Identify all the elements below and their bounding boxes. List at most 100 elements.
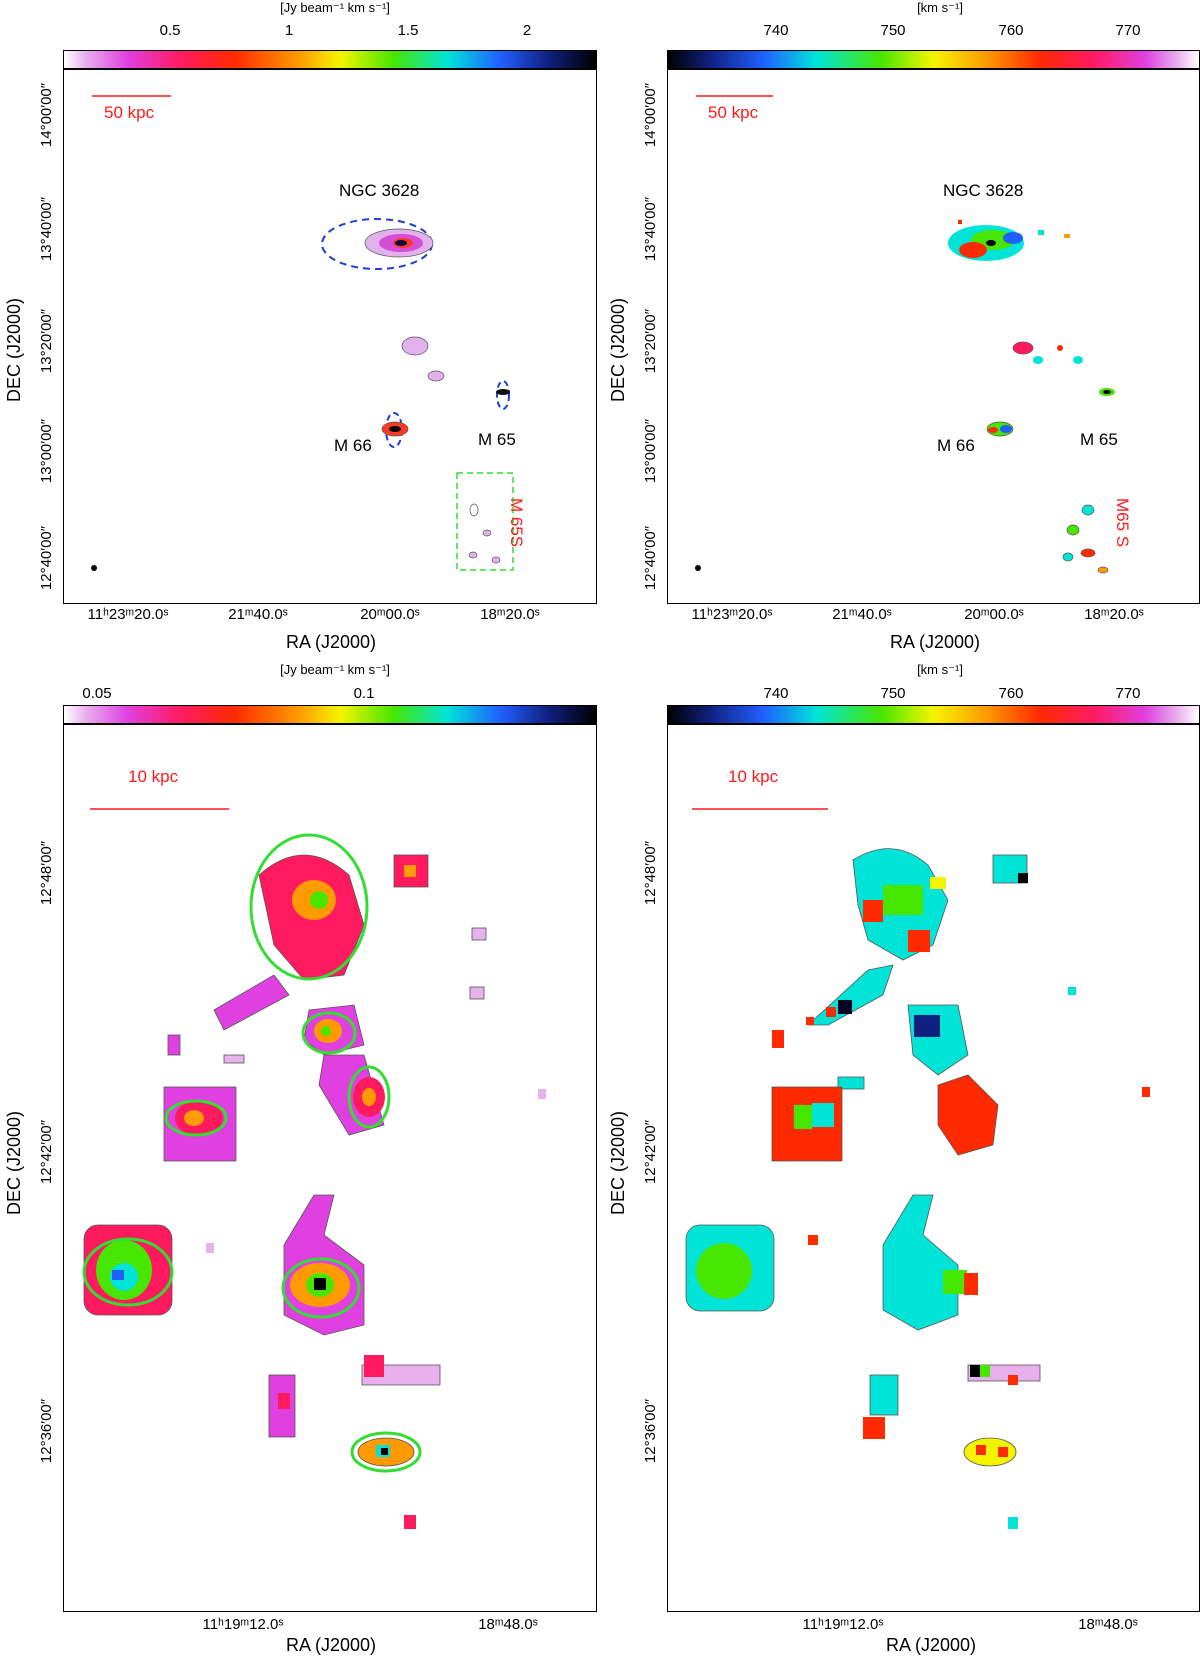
dec-tick: 13°40′00″ bbox=[38, 196, 55, 262]
colorbar-tick: 770 bbox=[1115, 22, 1141, 39]
colorbar-tick: 770 bbox=[1115, 685, 1141, 702]
hi-cloud-velocity bbox=[696, 1243, 752, 1299]
colorbar-tick: 1.5 bbox=[397, 22, 419, 39]
scalebar-label: 10 kpc bbox=[728, 767, 779, 786]
velocity-pixel bbox=[1064, 234, 1070, 238]
hi-cloud bbox=[1066, 524, 1080, 536]
colorbar-unit: [km s⁻¹] bbox=[917, 0, 963, 15]
m66-velocity bbox=[988, 427, 998, 433]
dec-tick: 13°40′00″ bbox=[642, 196, 659, 262]
dec-tick: 12°48′00″ bbox=[642, 840, 659, 906]
colorbar-tick: 750 bbox=[880, 685, 906, 702]
green-ellipse bbox=[350, 1431, 422, 1473]
colorbar-tick: 740 bbox=[763, 22, 789, 39]
y-axis-title: DEC (J2000) bbox=[608, 1110, 628, 1215]
beam-marker bbox=[91, 565, 97, 571]
hi-cloud bbox=[1097, 566, 1109, 574]
dec-tick: 12°48′00″ bbox=[38, 840, 55, 906]
colorbar-tick: 0.05 bbox=[82, 685, 112, 702]
dec-tick: 12°40′00″ bbox=[38, 525, 55, 591]
hi-cloud-peak bbox=[310, 891, 328, 909]
hi-cloud-peak bbox=[314, 1278, 326, 1290]
source-label-m65: M 65 bbox=[478, 430, 516, 449]
map-frame bbox=[63, 69, 597, 604]
ra-tick: 18ᵐ48.0ˢ bbox=[1078, 1616, 1138, 1633]
hi-cloud bbox=[837, 1076, 865, 1090]
hi-cloud-peak bbox=[381, 1448, 388, 1455]
hi-cloud-velocity bbox=[980, 1365, 990, 1377]
colorbar-intensity bbox=[63, 50, 597, 69]
hi-cloud bbox=[482, 529, 492, 537]
ra-tick: 21ᵐ40.0ˢ bbox=[228, 606, 288, 623]
colorbar-tick: 2 bbox=[522, 22, 532, 39]
hi-cloud-core bbox=[364, 1355, 384, 1377]
ra-tick: 21ᵐ40.0ˢ bbox=[832, 606, 892, 623]
m65s-region-box bbox=[456, 472, 514, 571]
x-axis-title: RA (J2000) bbox=[890, 632, 981, 652]
source-label-ngc3628: NGC 3628 bbox=[339, 181, 420, 200]
map-canvas bbox=[685, 808, 1150, 1529]
ra-tick: 11ʰ23ᵐ20.0ˢ bbox=[87, 606, 169, 623]
dec-tick: 13°00′00″ bbox=[38, 418, 55, 484]
dec-tick: 12°36′00″ bbox=[38, 1398, 55, 1464]
hi-cloud-core bbox=[278, 1393, 290, 1409]
panel-bottom-left: [Jy beam⁻¹ km s⁻¹] 0.05 0.1 bbox=[0, 655, 600, 1657]
ra-tick: 20ᵐ00.0ˢ bbox=[360, 606, 420, 623]
hi-cloud bbox=[206, 1243, 214, 1253]
hi-cloud bbox=[167, 1034, 181, 1056]
hi-cloud bbox=[1073, 356, 1083, 364]
hi-cloud bbox=[1057, 345, 1063, 351]
m66-core bbox=[389, 426, 401, 432]
hi-cloud bbox=[1033, 356, 1043, 364]
hi-cloud bbox=[937, 1074, 999, 1156]
source-label-m65s: M65 S bbox=[1113, 498, 1132, 548]
hi-cloud bbox=[1062, 552, 1074, 562]
hi-cloud bbox=[404, 1515, 416, 1529]
hi-cloud-velocity bbox=[998, 1447, 1008, 1457]
dec-tick: 13°20′00″ bbox=[642, 308, 659, 374]
map-frame bbox=[667, 724, 1200, 1612]
colorbar-tick: 0.5 bbox=[159, 22, 181, 39]
map-canvas bbox=[82, 808, 546, 1529]
hi-cloud bbox=[806, 964, 894, 1026]
map-canvas bbox=[695, 95, 1115, 574]
hi-cloud-velocity bbox=[826, 1007, 836, 1017]
velocity-pixel bbox=[958, 220, 962, 224]
scalebar-label: 50 kpc bbox=[708, 103, 759, 122]
hi-cloud bbox=[1068, 987, 1076, 995]
hi-cloud-velocity bbox=[883, 885, 923, 915]
hi-cloud-velocity bbox=[1018, 873, 1028, 883]
hi-cloud bbox=[963, 1437, 1017, 1467]
green-ellipse bbox=[301, 1011, 357, 1055]
x-axis-title: RA (J2000) bbox=[286, 1635, 377, 1655]
hi-cloud bbox=[1081, 504, 1095, 516]
colorbar-velocity bbox=[667, 50, 1200, 69]
velocity-pixel bbox=[1038, 230, 1044, 235]
hi-cloud-velocity bbox=[930, 877, 946, 889]
hi-cloud bbox=[268, 1374, 296, 1438]
hi-cloud bbox=[1012, 341, 1034, 355]
hi-cloud-velocity bbox=[908, 930, 930, 952]
m66-velocity bbox=[1000, 425, 1012, 433]
source-label-ngc3628: NGC 3628 bbox=[943, 181, 1024, 200]
hi-cloud bbox=[1080, 548, 1096, 558]
map-canvas bbox=[91, 95, 514, 571]
ra-tick: 11ʰ19ᵐ12.0ˢ bbox=[202, 1616, 284, 1633]
hi-cloud bbox=[401, 336, 429, 356]
dec-tick: 12°36′00″ bbox=[642, 1398, 659, 1464]
hi-cloud-velocity bbox=[970, 1365, 980, 1377]
hi-cloud-velocity bbox=[1008, 1375, 1018, 1385]
dec-tick: 14°00′00″ bbox=[38, 82, 55, 148]
ra-tick: 18ᵐ48.0ˢ bbox=[478, 1616, 538, 1633]
ra-tick: 11ʰ23ᵐ20.0ˢ bbox=[691, 606, 773, 623]
hi-cloud bbox=[491, 556, 501, 564]
hi-cloud-velocity bbox=[964, 1273, 978, 1295]
source-label-m65: M 65 bbox=[1080, 430, 1118, 449]
map-frame bbox=[63, 724, 597, 1612]
hi-cloud-peak bbox=[184, 1110, 204, 1126]
x-axis-title: RA (J2000) bbox=[886, 1635, 977, 1655]
hi-cloud bbox=[772, 1030, 784, 1048]
dec-tick: 13°20′00″ bbox=[38, 308, 55, 374]
dec-tick: 12°42′00″ bbox=[38, 1119, 55, 1185]
source-label-m66: M 66 bbox=[334, 436, 372, 455]
